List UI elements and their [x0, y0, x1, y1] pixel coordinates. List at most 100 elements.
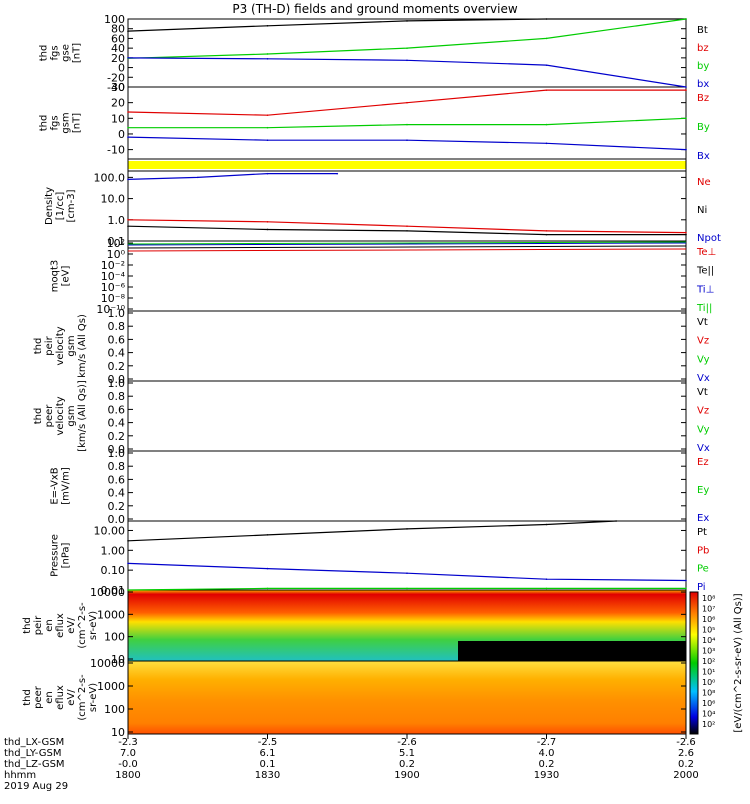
data-point: [266, 221, 269, 223]
data-point: [685, 89, 687, 91]
legend-entry: Ni: [697, 205, 707, 216]
y-axis-label-line: Pressure: [50, 534, 61, 577]
y-axis-label-line: [mV/m]: [61, 467, 72, 505]
date-label: 2019 Aug 29: [4, 781, 68, 792]
data-point: [127, 562, 129, 565]
data-point: [615, 520, 618, 522]
y-axis-label-line: fgs: [50, 115, 61, 130]
y-axis-label-line: moqt3: [50, 260, 61, 293]
series-pressure-Pi: [127, 562, 687, 582]
data-point: [127, 178, 129, 181]
y-tick-label: 0.10: [101, 564, 126, 577]
y-axis-label: thd fgs gsm [nT]: [39, 112, 83, 133]
x-row-value: 2.6: [678, 748, 694, 759]
y-tick-label: 0.0: [108, 443, 126, 456]
panel-peer_vel: 1.00.80.60.40.20.0 thd peer velocity gsm [km/…: [33, 377, 710, 456]
x-row-value: -2.6: [397, 737, 417, 748]
y-axis-label-line: gsm: [66, 335, 77, 356]
data-point: [127, 126, 129, 129]
y-axis-label-line: sr-eV): [88, 683, 99, 712]
y-tick-label: 0: [118, 128, 125, 141]
legend-entry: Vz: [697, 336, 709, 347]
colorbar-strip: [689, 591, 699, 735]
data-point: [685, 148, 687, 151]
y-tick-label: 60: [111, 32, 125, 45]
y-axis-label-line: [nT]: [72, 113, 83, 133]
x-row-value: 1900: [394, 770, 419, 781]
y-axis-label-line: sr-eV): [88, 611, 99, 640]
y-axis-label-line: eV/: [66, 617, 77, 634]
data-point: [685, 233, 687, 236]
y-axis-label-line: eV/: [66, 689, 77, 706]
data-point: [196, 176, 199, 179]
y-axis-label-line: [cm-3]: [66, 189, 77, 222]
colorbar-tick-label: 10⁶: [702, 615, 715, 624]
y-axis-label-line: thd: [39, 45, 50, 62]
data-point: [406, 59, 408, 62]
y-tick-label: 10000: [90, 586, 125, 599]
y-axis-label: thd peir en eflux eV/(cm^2-s-sr-eV): [22, 602, 99, 649]
panel-density: 100.0 10.0 1.0 0.1 Density [1/cc] [cm-3] Ne Ni Np…: [44, 170, 721, 248]
y-axis-label-line: thd: [33, 338, 44, 355]
data-point: [545, 142, 548, 145]
data-point: [266, 567, 269, 570]
data-point: [266, 172, 269, 175]
panel-flag: [127, 158, 687, 172]
legend-entry: Vx: [697, 443, 710, 454]
y-tick-label: 0.0: [108, 513, 126, 526]
y-tick-label: 0.6: [108, 403, 126, 416]
y-axis-label-line: en: [44, 619, 55, 632]
x-row-value: 0.1: [260, 759, 276, 770]
colorbar-tick-label: 10⁸: [702, 689, 715, 698]
colorbar-tick-label: 10³: [702, 647, 715, 656]
colorbar-tick-label: 10²: [702, 720, 715, 729]
y-tick-label: 1000: [97, 680, 125, 693]
data-point: [406, 47, 408, 49]
x-row-value: -2.5: [258, 737, 278, 748]
legend-entry: Pe: [697, 564, 709, 575]
data-point: [127, 136, 129, 138]
data-point: [266, 58, 269, 60]
data-point: [685, 587, 687, 590]
legend-entry: Bz: [697, 93, 709, 104]
temp-trace: [127, 248, 687, 252]
y-axis-label-line: thd: [22, 617, 33, 634]
y-axis-label: thd fgs gse [nT]: [39, 43, 83, 63]
legend-entry: Ti||: [696, 303, 712, 314]
legend-entry: Npot: [697, 233, 721, 244]
x-row-label: hhmm: [4, 770, 36, 781]
data-point: [127, 218, 129, 221]
y-axis-label-line: gsm: [66, 405, 77, 426]
x-row-label: thd_LX-GSM: [4, 737, 64, 748]
y-tick-label: 0.2: [108, 430, 126, 443]
y-axis-label-line: (cm^2-s-: [77, 674, 88, 721]
data-point: [406, 101, 408, 104]
legend-entry: Vx: [697, 373, 710, 384]
y-tick-label: 0.01: [101, 584, 126, 597]
y-tick-label: 80: [111, 23, 125, 36]
legend-entry: Pi: [697, 582, 706, 593]
legend-entry: Ez: [697, 457, 709, 468]
y-tick-label: 1000: [97, 608, 125, 621]
y-tick-label: 10⁻⁴: [101, 270, 126, 283]
y-tick-label: 0: [118, 62, 125, 75]
y-tick-label: 100: [104, 13, 125, 26]
y-tick-label: 1.0: [108, 377, 126, 390]
y-tick-label: 10⁻²: [101, 259, 125, 272]
legend-entry: Te||: [696, 266, 714, 277]
colorbar-tick-label: 10⁸: [702, 594, 715, 603]
temp-trace: [127, 245, 687, 249]
legend-entry: Pb: [697, 545, 709, 556]
series-pressure-Pt: [127, 520, 617, 542]
colorbar-tick-label: 10⁶: [702, 699, 715, 708]
y-tick-label: 100.0: [94, 171, 126, 184]
y-axis-label-line: km/s (All Qs): [77, 314, 88, 378]
panel-frame: [127, 86, 687, 160]
colorbar-tick-label: 10⁷: [702, 605, 715, 614]
y-tick-label: 10000: [90, 657, 125, 670]
colorbar-tick-label: 10¹: [702, 668, 715, 677]
y-tick-label: -10: [107, 144, 125, 157]
